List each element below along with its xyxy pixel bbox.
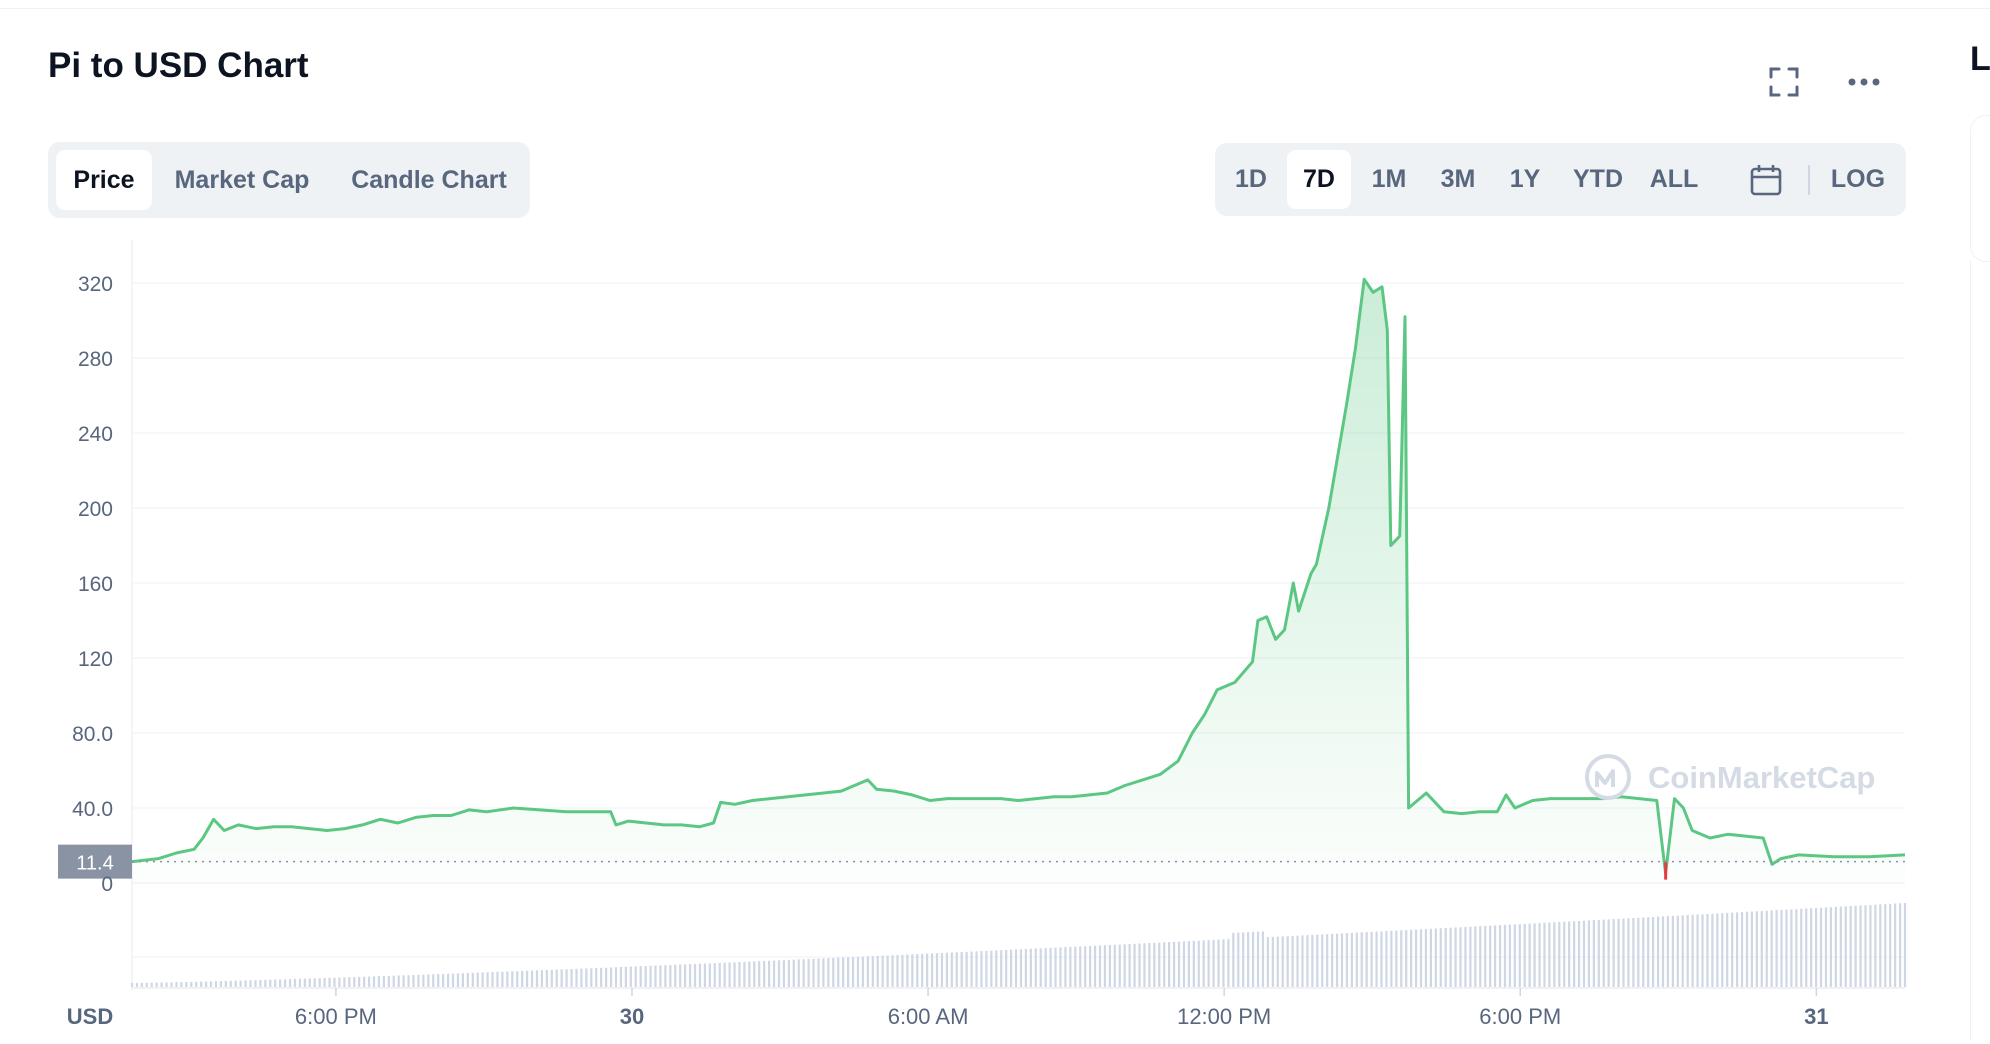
- tab-market-cap[interactable]: Market Cap: [174, 166, 310, 194]
- currency-label: USD: [67, 1004, 113, 1029]
- watermark: CoinMarketCap: [1585, 754, 1875, 800]
- y-tick-label: 280: [78, 348, 113, 371]
- time-range-selector: 1D 7D 1M 3M 1Y YTD ALL LOG: [1215, 143, 1906, 216]
- top-divider: [0, 8, 1990, 9]
- range-all[interactable]: ALL: [1649, 165, 1699, 193]
- y-tick-label: 320: [78, 273, 113, 296]
- tab-price[interactable]: Price: [56, 150, 152, 210]
- expand-icon[interactable]: [1762, 60, 1806, 104]
- range-3m[interactable]: 3M: [1440, 165, 1476, 193]
- x-tick-label: 6:00 PM: [1479, 1004, 1561, 1029]
- x-tick-label: 30: [620, 1004, 644, 1029]
- y-tick-label: 200: [78, 498, 113, 521]
- x-tick-label: 12:00 PM: [1177, 1004, 1271, 1029]
- range-divider: [1808, 165, 1810, 195]
- range-7d[interactable]: 7D: [1287, 150, 1351, 209]
- x-tick-label: 6:00 PM: [295, 1004, 377, 1029]
- right-panel-edge: [1970, 260, 1990, 1040]
- range-ytd[interactable]: YTD: [1573, 165, 1623, 193]
- calendar-icon[interactable]: [1749, 163, 1783, 197]
- range-1m[interactable]: 1M: [1371, 165, 1407, 193]
- y-tick-label: 240: [78, 423, 113, 446]
- price-line: [131, 277, 1906, 876]
- y-tick-label: 0: [101, 873, 113, 896]
- x-tick-label: 31: [1804, 1004, 1828, 1029]
- y-tick-label: 40.0: [72, 798, 113, 821]
- range-1d[interactable]: 1D: [1235, 165, 1267, 193]
- coinmarketcap-logo-icon: [1585, 754, 1631, 800]
- range-1y[interactable]: 1Y: [1509, 165, 1541, 193]
- y-tick-label: 160: [78, 573, 113, 596]
- y-tick-label: 80.0: [72, 723, 113, 746]
- current-price-label: 11.4: [76, 853, 113, 875]
- chart-title: Pi to USD Chart: [48, 46, 309, 85]
- tab-candle-chart[interactable]: Candle Chart: [351, 166, 507, 194]
- x-tick-label: 6:00 AM: [888, 1004, 969, 1029]
- current-price-badge: [58, 844, 132, 879]
- watermark-text: CoinMarketCap: [1648, 760, 1875, 795]
- price-area: [132, 279, 1905, 883]
- chart-type-tabs: Price Market Cap Candle Chart: [48, 142, 530, 218]
- y-tick-label: 120: [78, 648, 113, 671]
- more-icon[interactable]: [1842, 60, 1886, 104]
- right-panel-heading: L: [1970, 40, 1990, 78]
- log-toggle[interactable]: LOG: [1830, 165, 1886, 193]
